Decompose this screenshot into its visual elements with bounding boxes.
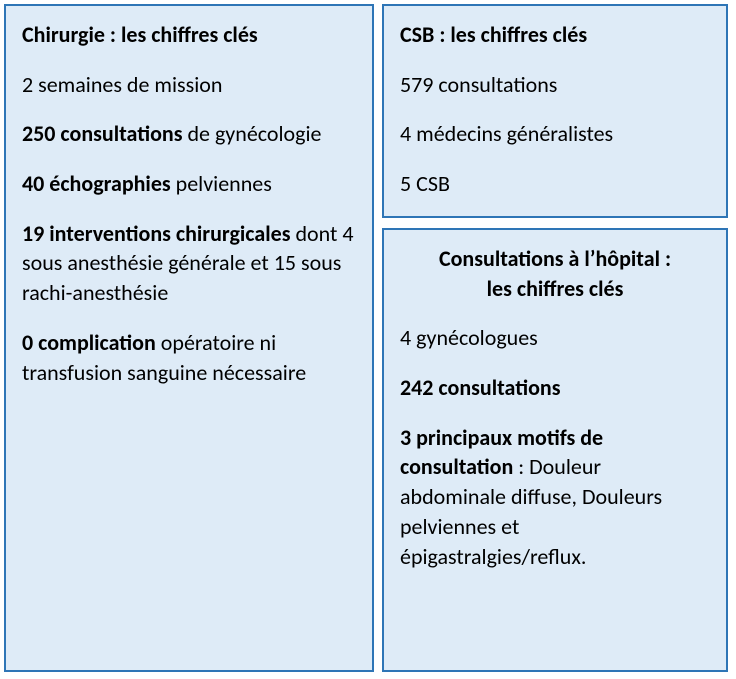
text: de gynécologie <box>183 120 322 147</box>
hospital-line-motifs: 3 principaux motifs de consultation : Do… <box>400 423 710 571</box>
bold-text: 40 échographies <box>22 170 171 197</box>
hospital-title: Consultations à l’hôpital : les chiffres… <box>400 244 710 303</box>
bold-text: 250 consultations <box>22 120 183 147</box>
surgery-line-mission: 2 semaines de mission <box>22 70 356 100</box>
surgery-line-consultations: 250 consultations de gynécologie <box>22 119 356 149</box>
surgery-title: Chirurgie : les chiffres clés <box>22 20 356 50</box>
hospital-title-line1: Consultations à l’hôpital : <box>439 245 671 272</box>
text: pelviennes <box>171 170 272 197</box>
hospital-title-line2: les chiffres clés <box>487 275 624 302</box>
csb-line-count: 5 CSB <box>400 169 710 199</box>
bold-text: 0 complication <box>22 329 156 356</box>
csb-line-medecins: 4 médecins généralistes <box>400 119 710 149</box>
surgery-line-echographies: 40 échographies pelviennes <box>22 169 356 199</box>
csb-title: CSB : les chiffres clés <box>400 20 710 50</box>
surgery-box: Chirurgie : les chiffres clés 2 semaines… <box>4 4 374 672</box>
hospital-box: Consultations à l’hôpital : les chiffres… <box>382 228 728 672</box>
hospital-line-gynecologues: 4 gynécologues <box>400 323 710 353</box>
surgery-line-complications: 0 complication opératoire ni transfusion… <box>22 328 356 387</box>
csb-line-consultations: 579 consultations <box>400 70 710 100</box>
surgery-line-interventions: 19 interventions chirurgicales dont 4 so… <box>22 219 356 308</box>
hospital-line-consultations: 242 consultations <box>400 373 710 403</box>
bold-text: 242 consultations <box>400 374 561 401</box>
csb-box: CSB : les chiffres clés 579 consultation… <box>382 4 728 218</box>
bold-text: 19 interventions chirurgicales <box>22 220 291 247</box>
